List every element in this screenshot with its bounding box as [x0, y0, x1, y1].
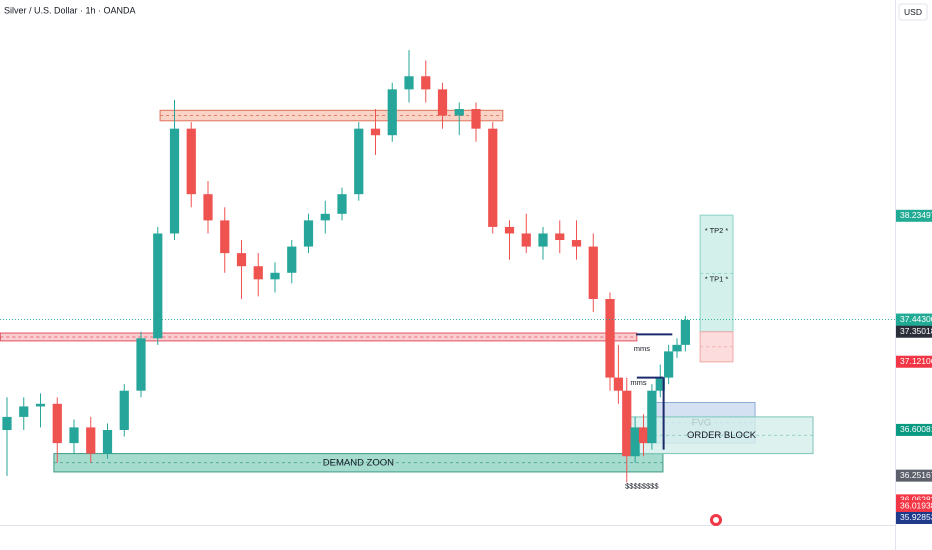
candle-body	[504, 226, 515, 234]
price-tag-label: 38.23497	[900, 210, 932, 220]
price-tag	[896, 511, 932, 524]
annotation: mms	[630, 378, 646, 387]
price-tag-label: 36.60081	[900, 424, 932, 434]
price-tag	[896, 423, 932, 436]
candle-body	[2, 416, 12, 431]
price-tag-label: 36.06282	[900, 495, 932, 505]
candle-body	[236, 253, 247, 267]
candle-body	[605, 298, 615, 378]
price-tag	[896, 355, 932, 368]
candle-body	[630, 427, 640, 457]
candle-body	[337, 194, 347, 214]
annotation: * TP2 *	[705, 226, 729, 235]
zone	[159, 109, 504, 122]
candle-body	[404, 76, 414, 90]
candle-body	[136, 338, 146, 391]
price-tag	[896, 325, 932, 338]
zones: DEMAND ZOONFVGORDER BLOCK	[0, 109, 814, 473]
price-tag-label: 37.35018	[900, 326, 932, 336]
candle-body	[35, 403, 46, 407]
candle-body	[370, 128, 381, 136]
candle-body	[69, 427, 79, 444]
candle-body	[19, 406, 29, 417]
candle-body	[647, 390, 657, 444]
candle-body	[588, 246, 598, 299]
candle-body	[555, 233, 565, 241]
candle-body	[421, 76, 431, 90]
candle-body	[613, 377, 623, 391]
price-tag-label: 36.01938	[900, 500, 932, 510]
candle-body	[186, 128, 196, 195]
axes: 38.2349737.4430030:5337.3501837.1210636.…	[896, 209, 932, 524]
zone-label: ORDER BLOCK	[687, 430, 757, 441]
candle-body	[387, 89, 397, 136]
currency-label: USD	[904, 7, 922, 17]
price-tag-label: 37.44300	[900, 314, 932, 324]
candle-body	[220, 220, 230, 254]
candle-body	[102, 430, 113, 454]
annotation: * TP1 *	[705, 274, 729, 283]
candle-body	[153, 233, 163, 339]
event-icon-inner	[713, 517, 719, 523]
overlay: * TP2 * * TP1 * mms mms $$$$$$$$	[0, 226, 895, 490]
candle-body	[521, 233, 531, 247]
candle-body	[203, 194, 213, 221]
candle-body	[664, 351, 674, 378]
candle-body	[538, 233, 548, 247]
candle-body	[270, 272, 280, 280]
price-tag-label: 37.12106	[900, 356, 932, 366]
annotation: $$$$$$$$	[625, 481, 659, 490]
candle-body	[119, 390, 129, 431]
zone-label: DEMAND ZOON	[323, 457, 394, 468]
candle-body	[303, 220, 314, 247]
price-tag	[896, 469, 932, 482]
candle-body	[680, 319, 690, 345]
candle-body	[320, 213, 330, 221]
candle-body	[454, 109, 464, 116]
candle-body	[253, 266, 263, 280]
candles	[2, 50, 690, 483]
candle-body	[655, 377, 665, 391]
candle-body	[471, 109, 481, 129]
price-tag-label: 35.92853	[900, 512, 932, 522]
candle-body	[52, 403, 62, 444]
candle-body	[622, 390, 632, 457]
candle-body	[638, 427, 649, 444]
currency-box[interactable]	[898, 3, 928, 21]
zone	[699, 331, 734, 363]
price-tag	[896, 500, 932, 513]
candle-body	[571, 240, 582, 247]
candle-body	[169, 128, 180, 234]
candle-body	[287, 246, 297, 273]
chart-title: Silver / U.S. Dollar · 1h · OANDA	[4, 5, 136, 15]
candle-body	[354, 128, 364, 195]
candle-body	[86, 427, 96, 454]
price-tag-label: 36.25167	[900, 470, 932, 480]
candle-body	[437, 89, 448, 116]
annotation: mms	[634, 344, 650, 353]
price-tag	[896, 209, 932, 222]
candle-body	[672, 344, 682, 352]
candle-body	[488, 128, 498, 227]
